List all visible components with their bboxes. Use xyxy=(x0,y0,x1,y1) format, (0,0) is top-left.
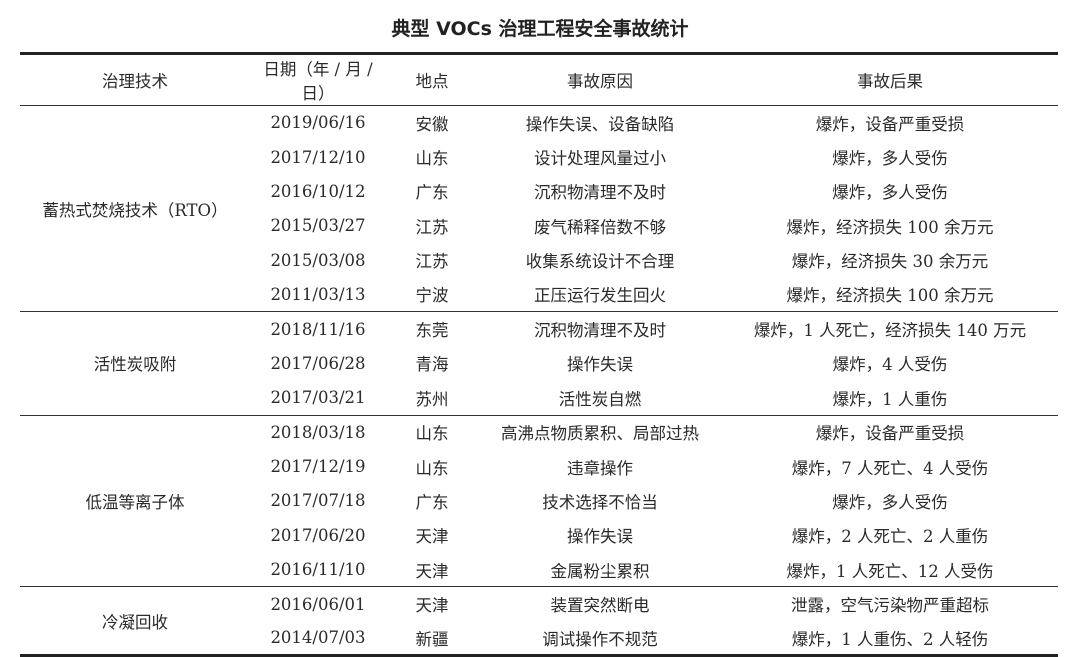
location-cell: 东莞 xyxy=(386,311,478,347)
date-cell: 2014/07/03 xyxy=(250,621,386,657)
location-cell: 天津 xyxy=(386,586,478,622)
header-row: 治理技术 日期（年 / 月 / 日） 地点 事故原因 事故后果 xyxy=(20,52,1058,106)
header-consequence: 事故后果 xyxy=(722,52,1058,106)
cause-cell: 收集系统设计不合理 xyxy=(525,252,675,272)
header-cause: 事故原因 xyxy=(478,52,722,106)
date-cell: 2016/06/01 xyxy=(250,586,386,622)
date-cell: 2016/11/10 xyxy=(270,560,366,580)
header-technology: 治理技术 xyxy=(20,52,250,106)
consequence-cell: 爆炸，经济损失 100 余万元 xyxy=(786,217,994,237)
cause-cell: 金属粉尘累积 xyxy=(550,561,650,581)
table-row: 2016/11/10 天津 金属粉尘累积 爆炸，1 人死亡、12 人受伤 xyxy=(20,553,1058,587)
cause-cell: 装置突然断电 xyxy=(478,586,722,622)
consequence-cell: 爆炸，4 人受伤 xyxy=(832,355,948,375)
date-cell: 2011/03/13 xyxy=(270,284,366,304)
cause-cell: 沉积物清理不及时 xyxy=(478,311,722,347)
table-row: 2017/06/28 青海 操作失误 爆炸，4 人受伤 xyxy=(20,346,1058,380)
date-cell: 2017/12/19 xyxy=(270,457,366,477)
location-cell: 宁波 xyxy=(415,286,449,306)
date-cell: 2015/03/27 xyxy=(270,216,366,236)
cause-cell: 调试操作不规范 xyxy=(478,621,722,657)
table-row: 2017/03/21 苏州 活性炭自燃 爆炸，1 人重伤 xyxy=(20,381,1058,415)
location-cell: 天津 xyxy=(415,561,449,581)
table-row: 2017/07/18 广东 技术选择不恰当 爆炸，多人受伤 xyxy=(20,484,1058,518)
table-row: 2015/03/08 江苏 收集系统设计不合理 爆炸，经济损失 30 余万元 xyxy=(20,243,1058,277)
consequence-cell: 泄露，空气污染物严重超标 xyxy=(722,586,1058,622)
consequence-cell: 爆炸，2 人死亡、2 人重伤 xyxy=(791,527,989,547)
consequence-cell: 爆炸，多人受伤 xyxy=(832,183,948,203)
table-body: 蓄热式焚烧技术（RTO） 2019/06/16 安徽 操作失误、设备缺陷 爆炸，设备严重… xyxy=(20,105,1058,657)
date-cell: 2017/06/28 xyxy=(270,353,366,373)
cause-cell: 操作失误 xyxy=(567,355,633,375)
consequence-cell: 爆炸，1 人重伤 xyxy=(832,389,948,409)
cause-cell: 技术选择不恰当 xyxy=(542,492,658,512)
cause-cell: 设计处理风量过小 xyxy=(534,149,666,169)
cause-cell: 操作失误、设备缺陷 xyxy=(525,114,675,134)
header-date: 日期（年 / 月 / 日） xyxy=(250,52,386,106)
table-row: 冷凝回收 2016/06/01 天津 装置突然断电 泄露，空气污染物严重超标 xyxy=(20,586,1058,657)
consequence-cell: 爆炸，1 人重伤、2 人轻伤 xyxy=(722,621,1058,657)
location-cell: 山东 xyxy=(415,149,449,169)
table-row: 2015/03/27 江苏 废气稀释倍数不够 爆炸，经济损失 100 余万元 xyxy=(20,209,1058,243)
table-row: 活性炭吸附 2018/11/16 东莞 沉积物清理不及时 爆炸，1 人死亡，经济损失 1… xyxy=(20,311,1058,416)
consequence-cell: 爆炸，多人受伤 xyxy=(832,492,948,512)
table-row: 2017/12/19 山东 违章操作 爆炸，7 人死亡、4 人受伤 xyxy=(20,449,1058,483)
location-cell: 江苏 xyxy=(415,252,449,272)
table-title: 典型 VOCs 治理工程安全事故统计 xyxy=(391,18,689,40)
consequence-cell: 爆炸，经济损失 30 余万元 xyxy=(791,252,989,272)
location-cell: 天津 xyxy=(415,527,449,547)
location-cell: 山东 xyxy=(386,414,478,450)
table-row: 2011/03/13 宁波 正压运行发生回火 爆炸，经济损失 100 余万元 xyxy=(20,277,1058,311)
cause-cell: 正压运行发生回火 xyxy=(534,286,666,306)
date-cell: 2018/03/18 xyxy=(250,414,386,450)
consequence-cell: 爆炸，设备严重受损 xyxy=(815,114,965,134)
consequence-cell: 爆炸，7 人死亡、4 人受伤 xyxy=(791,458,989,478)
consequence-cell: 爆炸，经济损失 100 余万元 xyxy=(786,286,994,306)
date-cell: 2015/03/08 xyxy=(270,250,366,270)
cause-cell: 操作失误 xyxy=(567,527,633,547)
technology-cell: 低温等离子体 xyxy=(20,414,250,588)
accident-table: 治理技术 日期（年 / 月 / 日） 地点 事故原因 事故后果 蓄热式焚烧技术（… xyxy=(20,52,1058,657)
date-cell: 2017/07/18 xyxy=(270,491,366,511)
date-cell: 2017/03/21 xyxy=(270,388,366,408)
consequence-cell: 爆炸，1 人死亡，经济损失 140 万元 xyxy=(722,311,1058,347)
table-row: 2016/10/12 广东 沉积物清理不及时 爆炸，多人受伤 xyxy=(20,174,1058,208)
cause-cell: 高沸点物质累积、局部过热 xyxy=(478,414,722,450)
cause-cell: 违章操作 xyxy=(567,458,633,478)
cause-cell: 沉积物清理不及时 xyxy=(534,183,666,203)
table-row: 2017/06/20 天津 操作失误 爆炸，2 人死亡、2 人重伤 xyxy=(20,518,1058,552)
table-row: 2017/12/10 山东 设计处理风量过小 爆炸，多人受伤 xyxy=(20,140,1058,174)
date-cell: 2017/12/10 xyxy=(270,147,366,167)
location-cell: 新疆 xyxy=(386,621,478,657)
technology-cell: 冷凝回收 xyxy=(20,586,250,657)
table-row: 低温等离子体 2018/03/18 山东 高沸点物质累积、局部过热 爆炸，设备严重受损 xyxy=(20,414,1058,588)
technology-cell: 活性炭吸附 xyxy=(20,311,250,416)
consequence-cell: 爆炸，1 人死亡、12 人受伤 xyxy=(786,561,994,581)
cause-cell: 废气稀释倍数不够 xyxy=(534,217,666,237)
consequence-cell: 爆炸，设备严重受损 xyxy=(722,414,1058,450)
date-cell: 2017/06/20 xyxy=(270,525,366,545)
location-cell: 苏州 xyxy=(415,389,449,409)
location-cell: 广东 xyxy=(415,183,449,203)
consequence-cell: 爆炸，多人受伤 xyxy=(832,149,948,169)
cause-cell: 活性炭自燃 xyxy=(558,389,642,409)
location-cell: 安徽 xyxy=(415,114,449,134)
location-cell: 江苏 xyxy=(415,217,449,237)
date-cell: 2019/06/16 xyxy=(270,113,366,133)
location-cell: 山东 xyxy=(415,458,449,478)
location-cell: 青海 xyxy=(415,355,449,375)
header-location: 地点 xyxy=(386,52,478,106)
date-cell: 2016/10/12 xyxy=(270,181,366,201)
table-row: 蓄热式焚烧技术（RTO） 2019/06/16 安徽 操作失误、设备缺陷 爆炸，设备严重… xyxy=(20,105,1058,313)
location-cell: 广东 xyxy=(415,492,449,512)
technology-cell: 蓄热式焚烧技术（RTO） xyxy=(20,105,250,313)
date-cell: 2018/11/16 xyxy=(250,311,386,347)
